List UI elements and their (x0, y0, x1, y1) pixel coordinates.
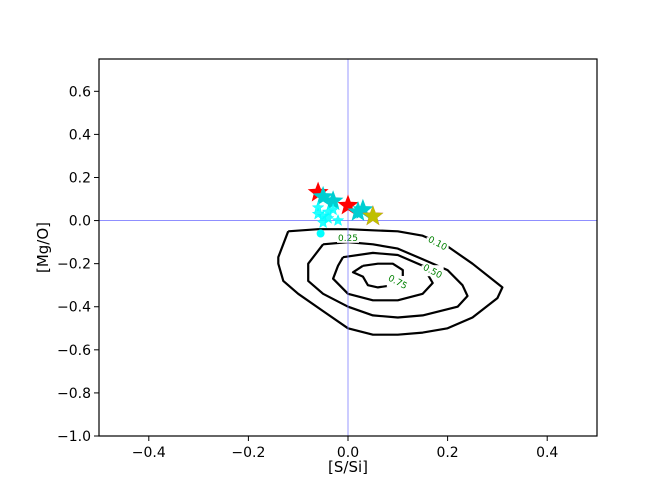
reference-lines (99, 59, 597, 436)
data-point-star (347, 201, 369, 221)
x-tick-label: 0.2 (436, 445, 458, 461)
axis-ticks: −0.4 −0.2 0.0 0.2 0.4 0.6 0.4 0.2 0.0 −0.2 −0.4 −0.… (57, 84, 558, 461)
y-tick-label: −0.2 (57, 257, 91, 273)
data-point-star (331, 213, 345, 226)
contour-line-1 (307, 241, 469, 319)
x-tick-label: 0.4 (536, 445, 558, 461)
x-tick-label: −0.2 (231, 445, 265, 461)
data-point-star (312, 185, 334, 206)
y-tick-label: 0.4 (69, 127, 91, 143)
contour-label-bg (426, 237, 449, 249)
data-point-star (307, 181, 329, 202)
y-tick-label: −1.0 (57, 429, 91, 445)
y-tick-label: 0.2 (69, 170, 91, 186)
data-point-star (326, 203, 340, 216)
data-point-dot (316, 229, 325, 238)
marker-layer (307, 181, 384, 238)
contour-label-bg (421, 265, 444, 277)
x-axis-label: [S/Si] (328, 458, 368, 476)
contour-layer: 0.100.250.500.75 (277, 228, 504, 336)
data-point-star (352, 198, 374, 219)
y-tick-label: −0.6 (57, 343, 91, 359)
x-tick-label: −0.4 (132, 445, 166, 461)
data-point-star (362, 205, 384, 226)
x-tick-label: 0.0 (337, 445, 359, 461)
data-point-star (322, 190, 344, 211)
contour-line-2 (332, 251, 434, 302)
data-point-star (311, 200, 325, 214)
y-tick-label: −0.4 (57, 300, 91, 316)
contour-label-bg (386, 275, 409, 287)
y-tick-label: 0.6 (69, 84, 91, 100)
y-axis-label: [Mg/O] (34, 222, 52, 273)
y-tick-label: −0.8 (57, 386, 91, 402)
contour-line-0 (277, 228, 504, 336)
y-tick-label: 0.0 (69, 214, 91, 230)
data-point-star (321, 211, 335, 224)
data-point-star (337, 194, 359, 215)
